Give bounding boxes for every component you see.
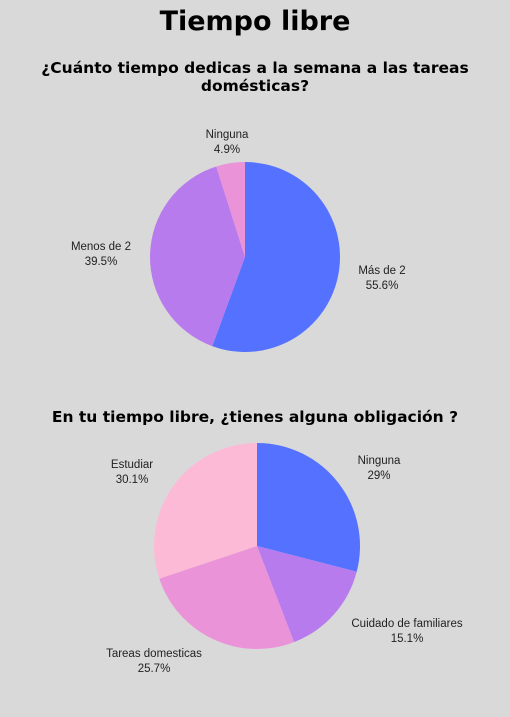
pie2-value-tareas-domesticas: 25.7% [138,663,171,675]
page-title: Tiempo libre [159,6,351,37]
pie1-label-ninguna: Ninguna [206,129,249,141]
pie-chart-1: Más de 2 55.6% Menos de 2 39.5% Ninguna 4.9% [71,129,406,352]
pie2-label-tareas-domesticas: Tareas domesticas [106,648,202,660]
pie2-label-ninguna: Ninguna [358,455,401,467]
chart1-title: ¿Cuánto tiempo dedicas a la semana a las… [41,59,469,95]
pie2-slice-estudiar [154,443,257,579]
pie2-value-estudiar: 30.1% [116,474,149,486]
pie2-slice-cuidado-de-familiares [257,546,357,643]
pie1-slice-ninguna [216,162,245,257]
pie1-label-mas-de-2: Más de 2 [358,265,405,277]
pie2-slice-ninguna [257,443,360,572]
pie1-value-mas-de-2: 55.6% [366,280,399,292]
chart2-title: En tu tiempo libre, ¿tienes alguna oblig… [51,408,459,426]
pie2-slice-tareas-domesticas [159,546,295,649]
pie2-value-ninguna: 29% [367,470,390,482]
pie1-value-menos-de-2: 39.5% [85,256,118,268]
pie2-label-cuidado-de-familiares: Cuidado de familiares [351,618,462,630]
pie2-value-cuidado-de-familiares: 15.1% [391,633,424,645]
pie1-value-ninguna: 4.9% [214,144,240,156]
pie2-label-estudiar: Estudiar [111,459,153,471]
pie1-label-menos-de-2: Menos de 2 [71,241,131,253]
pie1-slice-mas-de-2 [212,162,341,352]
pie1-slice-menos-de-2 [150,166,245,347]
